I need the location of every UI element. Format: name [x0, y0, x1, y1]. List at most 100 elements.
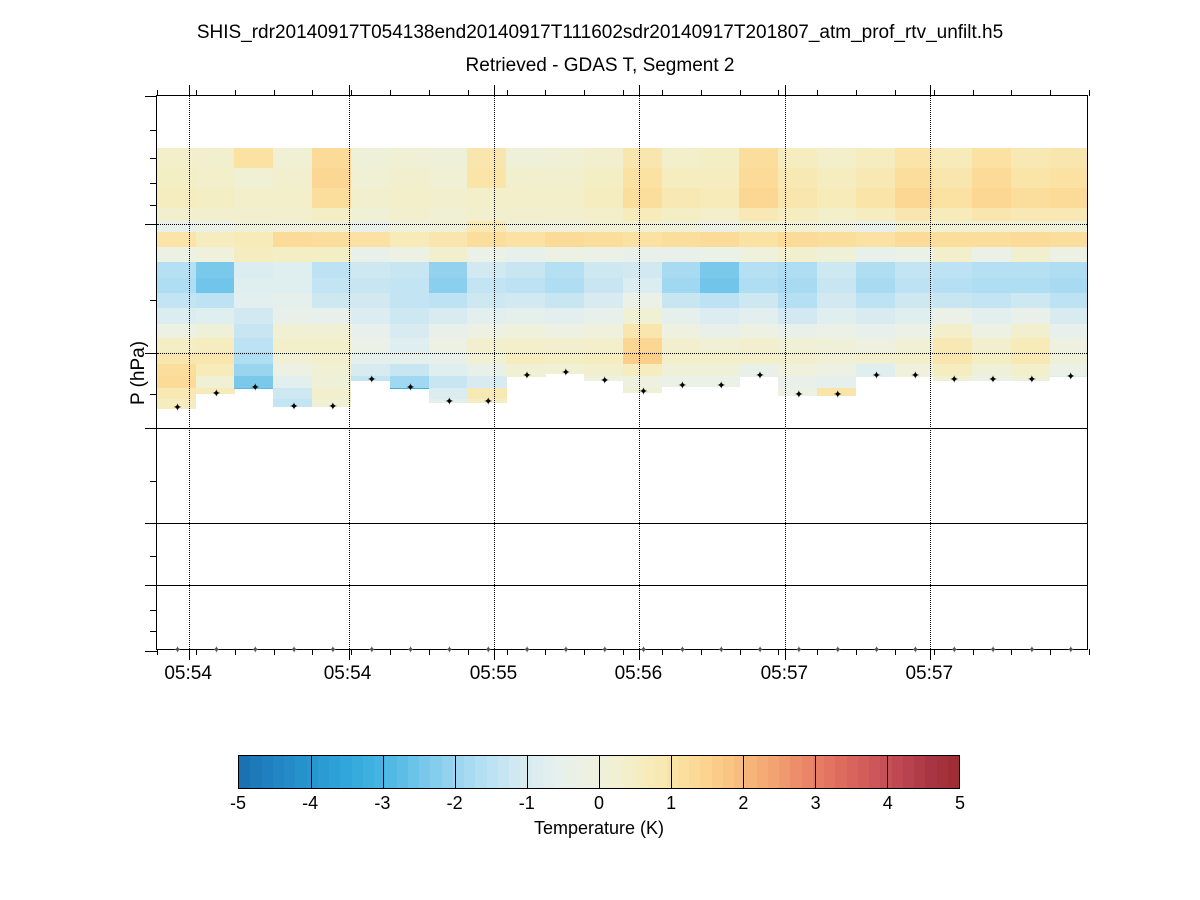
- heatmap-cell: [700, 207, 740, 222]
- heatmap-cell: [195, 168, 235, 190]
- colorbar-segment: [891, 756, 906, 788]
- heatmap-cell: [700, 168, 740, 190]
- heatmap-cell: [855, 338, 896, 353]
- colorbar-segment: [295, 756, 310, 788]
- x-minor-tick: [312, 90, 314, 96]
- colorbar-tick: [527, 756, 528, 788]
- heatmap-cell: [894, 246, 934, 264]
- x-minor-tick: [778, 649, 780, 655]
- x-tick: [494, 649, 496, 660]
- heatmap-cell: [1011, 338, 1051, 353]
- heatmap-cell: [506, 168, 546, 190]
- x-minor-tick: [739, 649, 741, 655]
- heatmap-cell: [933, 292, 973, 309]
- heatmap-cell: [389, 207, 430, 222]
- y-tick: [145, 224, 157, 226]
- colorbar-tick: [455, 756, 456, 788]
- heatmap-cell: [816, 168, 857, 190]
- heatmap-cell: [312, 262, 352, 279]
- heatmap-cell: [312, 388, 352, 400]
- heatmap-cell: [545, 292, 585, 309]
- heatmap-cell: [273, 232, 313, 248]
- heatmap-cell: [389, 246, 430, 264]
- heatmap-cell: [428, 388, 468, 400]
- surface-marker: [601, 648, 607, 654]
- x-tick: [930, 85, 932, 96]
- heatmap-cell: [933, 221, 973, 233]
- heatmap-cell: [506, 221, 546, 233]
- colorbar-segment: [576, 756, 591, 788]
- heatmap-cell: [312, 292, 352, 309]
- x-minor-tick: [467, 649, 469, 655]
- heatmap-cell: [157, 262, 197, 279]
- colorbar-segment: [936, 756, 951, 788]
- heatmap-cell: [739, 246, 779, 264]
- colorbar-segment: [677, 756, 692, 788]
- heatmap-cell: [195, 207, 235, 222]
- heatmap-cell: [933, 323, 973, 339]
- heatmap-cell: [583, 292, 624, 309]
- heatmap-cell: [972, 246, 1012, 264]
- heatmap-cell: [234, 221, 274, 233]
- colorbar-segment: [745, 756, 760, 788]
- heatmap-cell: [467, 207, 507, 222]
- cloud-top-marker: [289, 404, 296, 411]
- colorbar-tick: [887, 756, 888, 788]
- heatmap-cell: [661, 246, 701, 264]
- heatmap-cell: [1049, 292, 1087, 309]
- heatmap-cell: [506, 338, 546, 353]
- heatmap-cell: [583, 221, 624, 233]
- x-tick: [639, 649, 641, 660]
- colorbar-segment: [790, 756, 805, 788]
- heatmap-cell: [350, 351, 391, 365]
- heatmap-cell: [1011, 308, 1051, 325]
- heatmap-cell: [816, 147, 857, 169]
- heatmap-cell: [545, 168, 585, 190]
- heatmap-cell: [778, 376, 818, 389]
- x-tick-label: 05:57: [905, 663, 954, 684]
- heatmap-cell: [350, 246, 391, 264]
- heatmap-cell: [700, 277, 740, 294]
- heatmap-cell: [894, 323, 934, 339]
- heatmap-cell: [583, 207, 624, 222]
- heatmap-cell: [933, 277, 973, 294]
- heatmap-cell: [661, 277, 701, 294]
- heatmap-cell: [855, 351, 896, 365]
- colorbar-tick: [743, 756, 744, 788]
- y-minor-tick: [150, 394, 157, 396]
- x-minor-tick: [195, 90, 197, 96]
- x-minor-tick: [506, 649, 508, 655]
- heatmap-cell: [157, 364, 197, 377]
- surface-marker: [911, 648, 917, 654]
- x-minor-tick: [933, 90, 935, 96]
- colorbar-segment: [486, 756, 501, 788]
- heatmap-cell: [545, 262, 585, 279]
- heatmap-cell: [933, 232, 973, 248]
- heatmap-cell: [1011, 246, 1051, 264]
- heatmap-cell: [972, 188, 1012, 209]
- heatmap-cell: [195, 262, 235, 279]
- heatmap-cell: [972, 262, 1012, 279]
- colorbar-segment: [902, 756, 917, 788]
- surface-marker: [329, 648, 335, 654]
- heatmap-cell: [894, 221, 934, 233]
- colorbar-segment: [914, 756, 928, 788]
- heatmap-cell: [816, 323, 857, 339]
- heatmap-cell: [778, 168, 818, 190]
- x-tick-label: 05:56: [614, 663, 663, 684]
- heatmap-cell: [467, 388, 507, 400]
- heatmap-cell: [273, 351, 313, 365]
- heatmap-cell: [389, 308, 430, 325]
- heatmap-cell: [583, 308, 624, 325]
- cloud-top-marker: [484, 399, 491, 406]
- colorbar-tick-label: 4: [882, 793, 893, 813]
- y-axis-label: P (hPa): [128, 340, 149, 406]
- y-gridline: [157, 224, 1087, 226]
- surface-marker: [173, 648, 179, 654]
- heatmap-cell: [894, 262, 934, 279]
- cloud-top-marker: [833, 392, 840, 399]
- x-tick: [189, 85, 191, 96]
- x-minor-tick: [390, 90, 391, 96]
- heatmap-cell: [778, 207, 818, 222]
